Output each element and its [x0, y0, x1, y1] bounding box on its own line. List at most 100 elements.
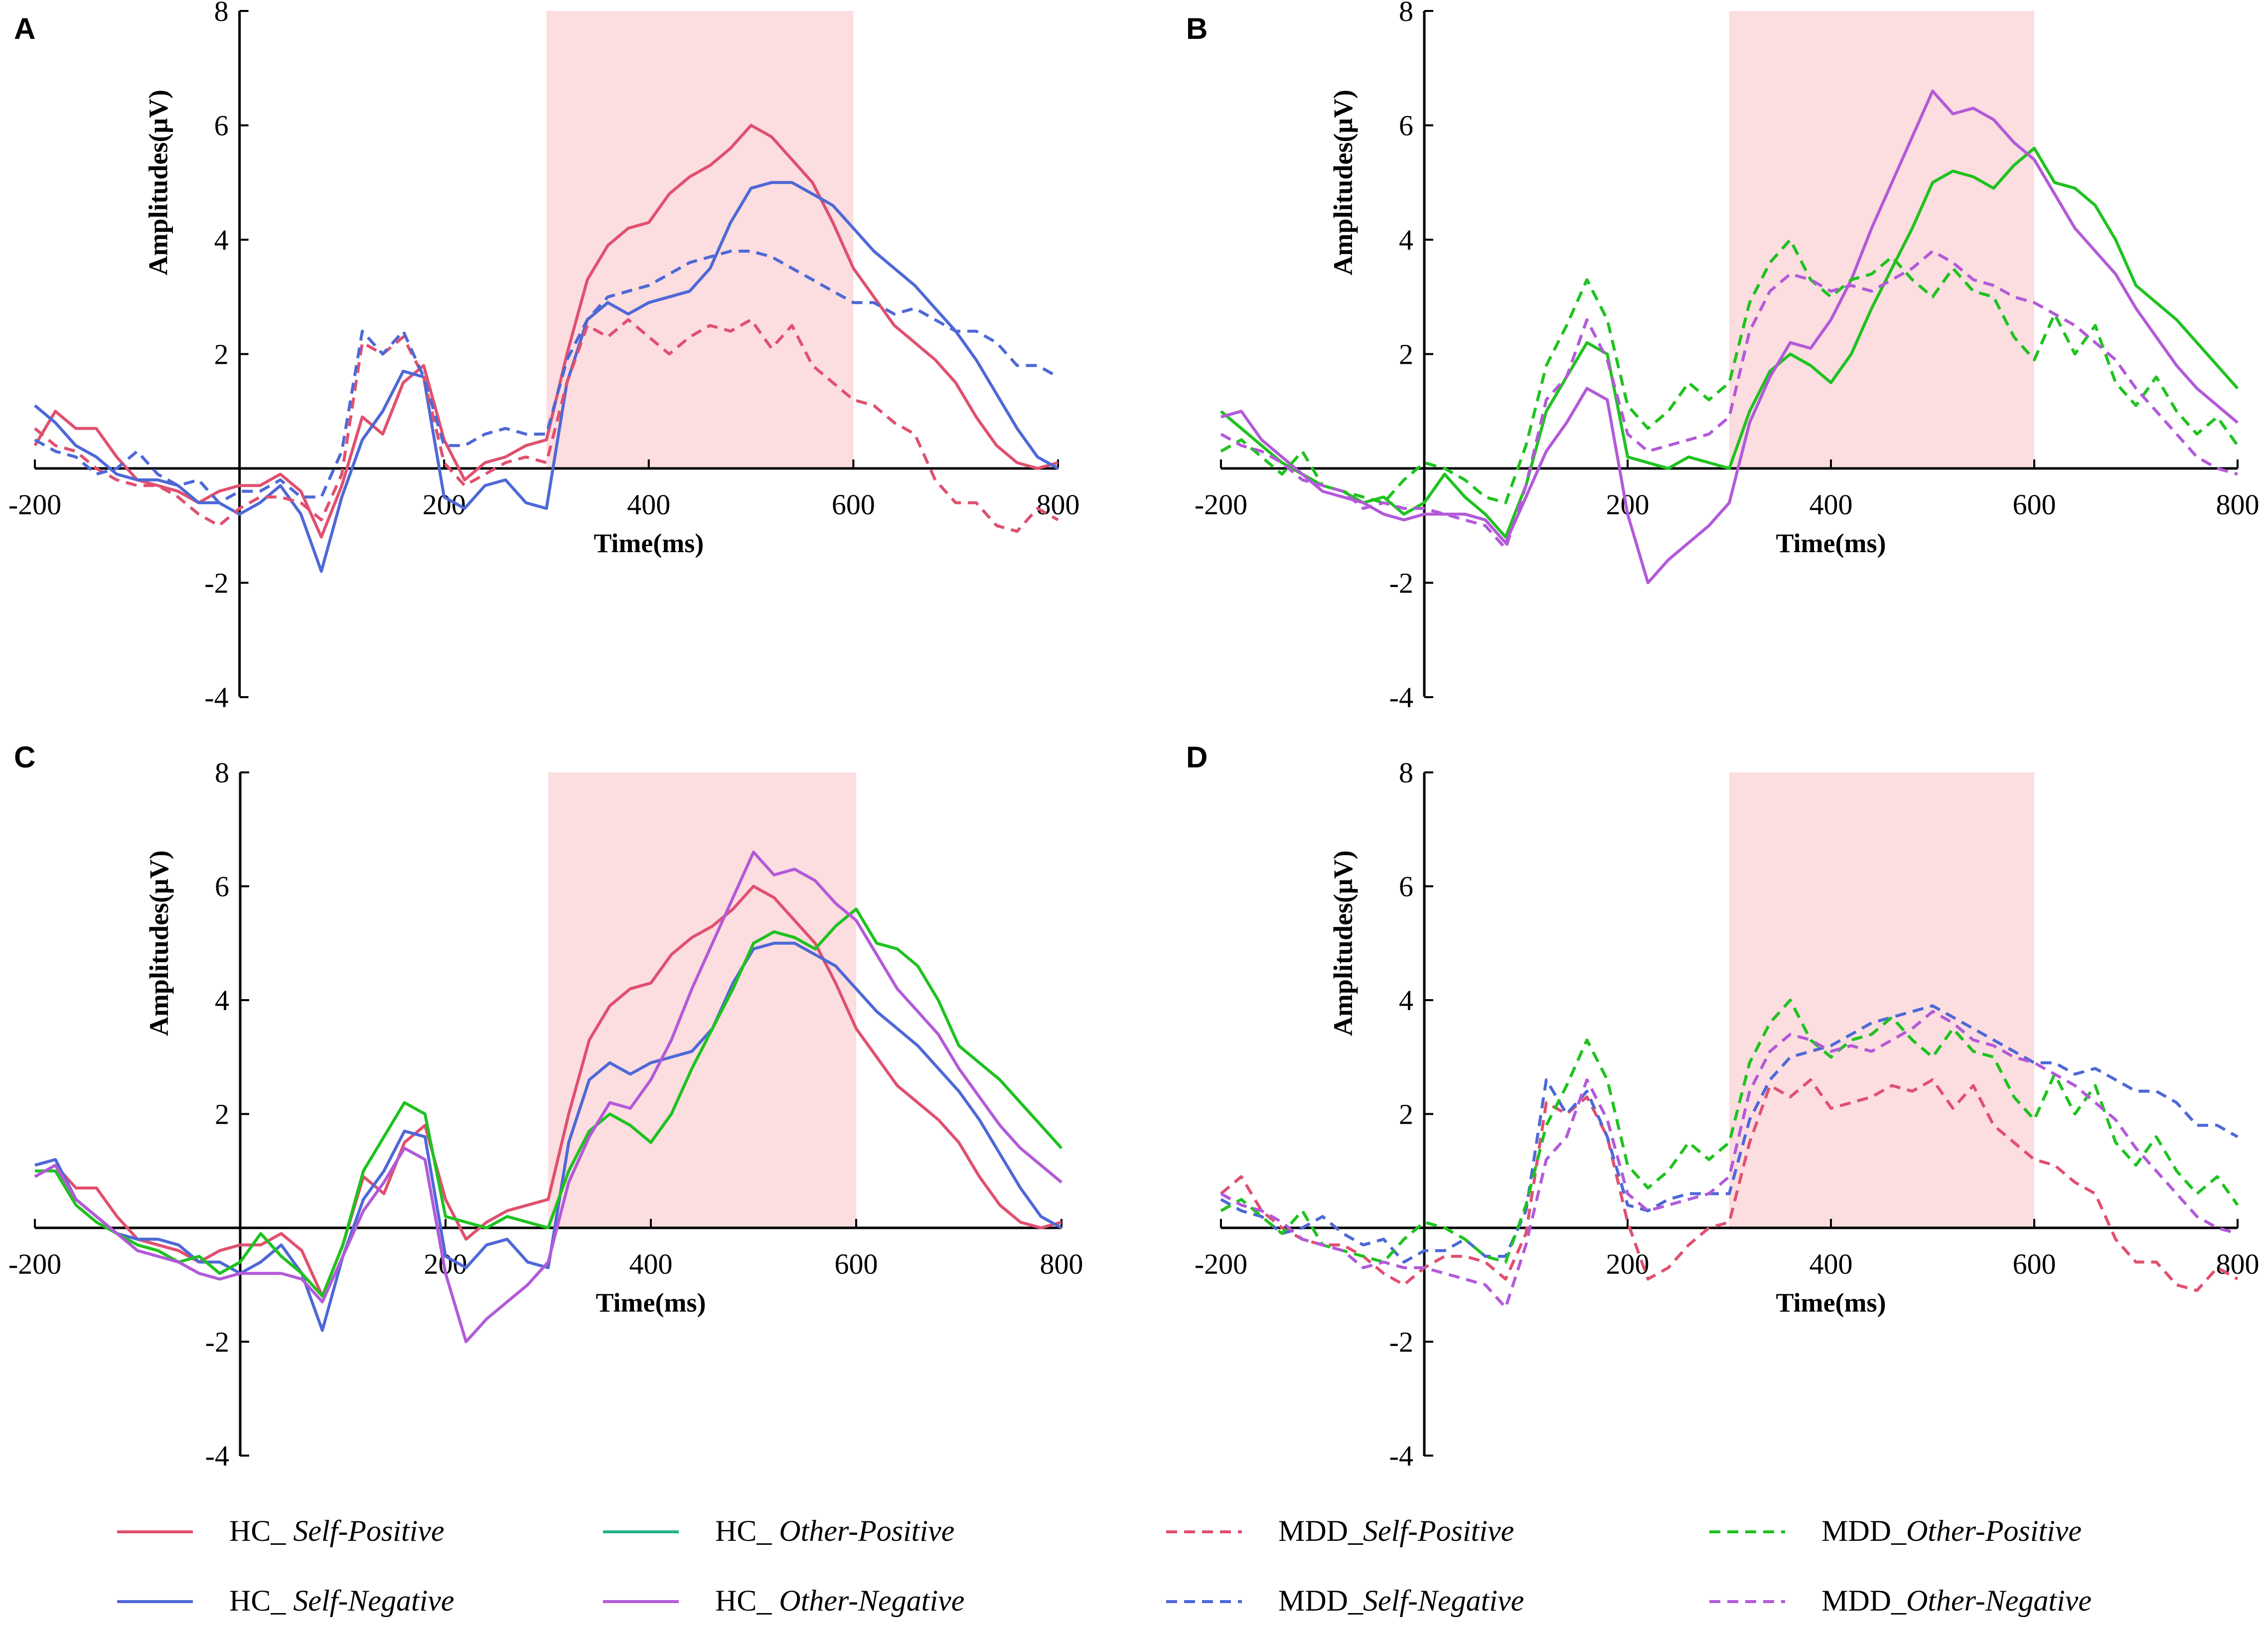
y-tick-label: -2 [204, 567, 228, 599]
legend-prefix: MDD_ [1821, 1584, 1907, 1617]
y-tick-label: 8 [1399, 0, 1413, 27]
legend-condition: Self-Positive [1363, 1514, 1514, 1547]
series-mdd-other-positive [1220, 238, 2239, 504]
legend-label: HC_ Other-Positive [715, 1514, 954, 1547]
legend-condition: Self-Negative [293, 1584, 454, 1617]
x-axis-label: Time(ms) [1776, 528, 1886, 558]
x-tick-label: 600 [835, 1248, 878, 1280]
legend-prefix: MDD_ [1278, 1514, 1363, 1547]
y-tick-label: 6 [215, 871, 229, 903]
series-hc-other-negative [34, 851, 1062, 1343]
series-mdd-self-negative [1220, 1004, 2239, 1264]
panel-letter: B [1186, 12, 1208, 45]
legend-item: HC_ Other-Negative [603, 1584, 964, 1617]
series-hc-self-negative [34, 181, 1059, 573]
y-tick-label: 2 [1399, 1098, 1413, 1131]
analysis-window [548, 772, 856, 1229]
legend-label: MDD_Self-Positive [1278, 1514, 1514, 1547]
x-tick-label: 800 [2216, 1248, 2260, 1280]
y-tick-label: 6 [1399, 110, 1413, 142]
y-axis-label: Amplitudes(μV) [1328, 850, 1358, 1036]
y-axis-label: Amplitudes(μV) [144, 90, 173, 276]
y-tick-label: -4 [205, 1440, 229, 1472]
x-tick-label: 600 [832, 488, 875, 521]
y-tick-label: -4 [1389, 681, 1413, 714]
y-axis-label: Amplitudes(μV) [144, 850, 174, 1036]
y-tick-label: 4 [214, 224, 229, 256]
x-tick-label: -200 [8, 488, 61, 521]
y-tick-label: 8 [214, 0, 229, 27]
x-tick-label: 400 [1810, 1248, 1853, 1280]
legend-condition: Self-Positive [293, 1514, 444, 1547]
series-mdd-other-positive [1220, 999, 2239, 1264]
series-hc-self-positive [34, 885, 1062, 1298]
y-tick-label: -2 [1389, 567, 1413, 599]
legend-condition: Other-Negative [1906, 1584, 2092, 1617]
y-tick-label: 2 [214, 338, 229, 371]
x-tick-label: 600 [2013, 488, 2056, 521]
series-mdd-self-positive [34, 318, 1059, 533]
y-tick-label: 4 [1399, 224, 1413, 256]
series-hc-self-positive [33, 124, 1058, 539]
x-tick-label: 800 [2216, 488, 2260, 521]
legend-item: MDD_Self-Positive [1166, 1514, 1514, 1547]
legend-prefix: HC_ [229, 1514, 293, 1547]
analysis-window [546, 11, 854, 469]
legend-item: MDD_Self-Negative [1166, 1584, 1524, 1617]
panel-letter: C [14, 741, 35, 774]
x-tick-label: -200 [1195, 488, 1247, 521]
legend-prefix: MDD_ [1821, 1514, 1907, 1547]
legend-condition: Other-Positive [779, 1514, 954, 1547]
legend-prefix: HC_ [715, 1514, 779, 1547]
legend-item: MDD_Other-Negative [1709, 1584, 2092, 1617]
series-hc-other-negative [1220, 89, 2239, 585]
legend-label: HC_ Self-Negative [229, 1584, 454, 1617]
panel-letter: D [1186, 741, 1208, 774]
y-tick-label: 8 [1399, 756, 1413, 789]
legend-item: HC_ Self-Positive [117, 1514, 445, 1547]
x-tick-label: -200 [8, 1248, 61, 1280]
x-tick-label: 800 [1040, 1248, 1083, 1280]
y-tick-label: -2 [205, 1326, 229, 1358]
legend-item: HC_ Self-Negative [117, 1584, 454, 1617]
series-hc-other-positive [35, 907, 1063, 1298]
analysis-window [1729, 11, 2034, 469]
y-tick-label: -2 [1389, 1326, 1413, 1358]
series-hc-other-positive [1220, 147, 2239, 539]
legend-label: MDD_Other-Negative [1821, 1584, 2092, 1617]
legend-condition: Other-Positive [1906, 1514, 2082, 1547]
y-tick-label: -4 [1389, 1440, 1413, 1472]
y-tick-label: 4 [215, 984, 229, 1017]
panel-letter: A [14, 12, 35, 45]
y-tick-label: 2 [1399, 338, 1413, 371]
y-tick-label: -4 [204, 681, 228, 714]
x-tick-label: 800 [1037, 488, 1080, 521]
y-tick-label: 6 [214, 110, 229, 142]
x-tick-label: 400 [629, 1248, 673, 1280]
x-tick-label: -200 [1195, 1248, 1247, 1280]
x-axis-label: Time(ms) [1776, 1288, 1886, 1318]
x-axis-label: Time(ms) [596, 1288, 706, 1318]
legend-label: MDD_Other-Positive [1821, 1514, 2082, 1547]
x-tick-label: 400 [627, 488, 670, 521]
x-tick-label: 600 [2013, 1248, 2056, 1280]
series-mdd-other-negative [1220, 250, 2238, 550]
series-mdd-self-negative [34, 250, 1059, 504]
x-axis-label: Time(ms) [594, 528, 704, 558]
analysis-window [1729, 772, 2034, 1229]
y-tick-label: 8 [215, 756, 229, 789]
y-axis-label: Amplitudes(μV) [1328, 90, 1358, 276]
legend-condition: Other-Negative [779, 1584, 964, 1617]
y-tick-label: 4 [1399, 984, 1413, 1017]
legend-label: MDD_Self-Negative [1278, 1584, 1524, 1617]
legend-condition: Self-Negative [1363, 1584, 1524, 1617]
legend-label: HC_ Other-Negative [715, 1584, 964, 1617]
x-tick-label: 400 [1810, 488, 1853, 521]
